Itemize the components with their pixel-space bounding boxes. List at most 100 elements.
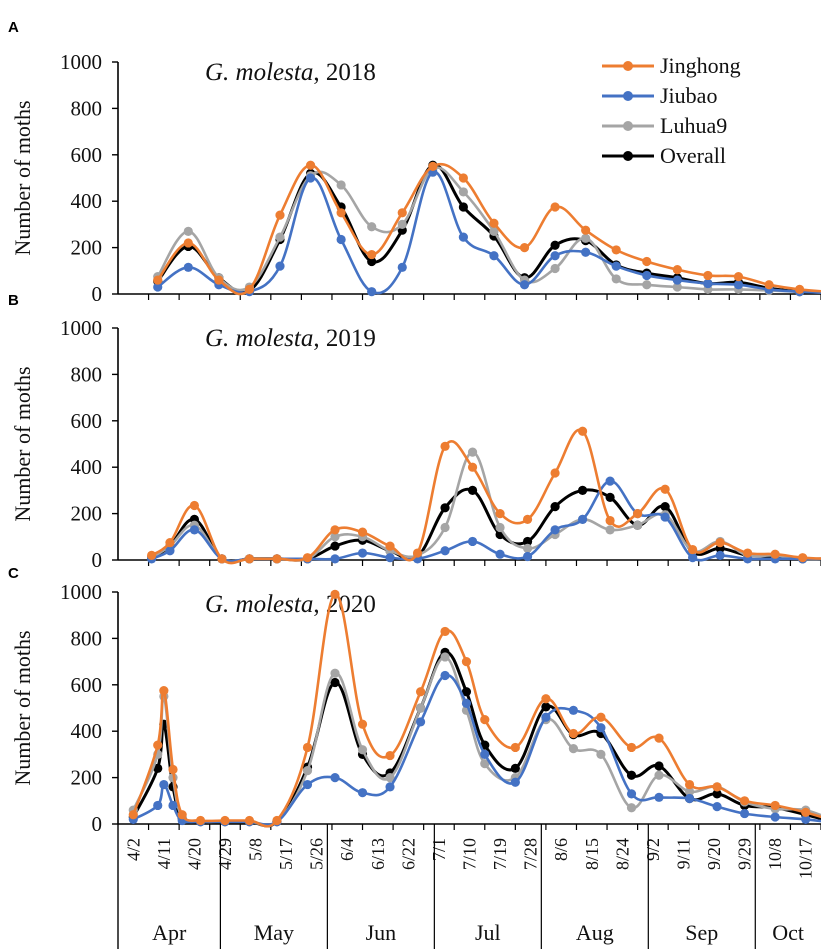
y-axis-label: Number of moths	[10, 100, 35, 255]
data-point-overall	[367, 256, 377, 267]
y-tick-label: 600	[71, 673, 103, 697]
x-tick-label: 10/17	[796, 838, 816, 879]
data-point-jinghong	[510, 742, 520, 753]
data-point-jiubao	[330, 773, 340, 783]
data-point-luhua9	[415, 703, 426, 713]
x-tick-label: 4/2	[123, 838, 143, 861]
x-tick-label: 10/8	[765, 838, 785, 870]
legend-marker-luhua9	[623, 121, 633, 131]
y-tick-label: 400	[71, 455, 103, 479]
data-point-jiubao	[385, 782, 395, 792]
data-point-jinghong	[577, 426, 588, 436]
data-point-jiubao	[541, 712, 551, 722]
data-point-jinghong	[128, 810, 138, 820]
data-point-jinghong	[743, 548, 753, 558]
data-point-jinghong	[195, 815, 206, 826]
data-point-jiubao	[440, 546, 450, 556]
data-point-overall	[660, 502, 670, 512]
data-point-jinghong	[550, 202, 560, 212]
data-point-jinghong	[739, 796, 750, 806]
data-point-jinghong	[541, 694, 551, 704]
month-label: Apr	[152, 920, 187, 945]
data-point-jinghong	[596, 712, 606, 722]
data-point-jinghong	[330, 589, 340, 599]
y-tick-label: 200	[71, 236, 103, 260]
data-point-luhua9	[357, 745, 368, 755]
data-point-jiubao	[461, 698, 472, 708]
month-label: May	[254, 920, 294, 945]
data-point-jiubao	[550, 251, 560, 261]
data-point-overall	[330, 541, 340, 551]
data-point-jiubao	[596, 723, 606, 733]
data-point-jinghong	[550, 468, 560, 478]
chart-title: G. molesta, 2018	[205, 59, 376, 86]
y-tick-label: 800	[71, 626, 103, 650]
data-point-luhua9	[633, 520, 643, 530]
panel-B: B 0 200 400 600 800 1000 Number of moths G. mole…	[8, 292, 821, 572]
data-point-jinghong	[217, 554, 227, 564]
data-point-jiubao	[510, 777, 520, 787]
panel-C: C 0 200 400 600 800 1000 Number of moths G. mole…	[8, 565, 821, 836]
legend-label-luhua9: Luhua9	[660, 113, 727, 138]
data-point-luhua9	[654, 770, 664, 780]
data-point-jiubao	[440, 670, 450, 681]
data-point-jiubao	[305, 173, 316, 183]
data-point-overall	[440, 503, 450, 513]
data-point-jiubao	[581, 247, 591, 257]
data-point-jinghong	[440, 441, 450, 451]
data-point-overall	[605, 492, 615, 502]
data-point-jinghong	[660, 484, 670, 494]
data-point-jinghong	[153, 275, 163, 285]
data-point-luhua9	[581, 233, 591, 243]
x-tick-label: 8/24	[612, 838, 632, 870]
y-tick-label: 0	[92, 812, 103, 836]
data-point-luhua9	[302, 766, 313, 776]
data-point-jinghong	[147, 550, 157, 560]
data-point-jiubao	[153, 800, 163, 811]
data-point-jinghong	[330, 525, 340, 535]
data-point-jinghong	[159, 686, 169, 696]
chart-title-species: G. molesta	[205, 325, 313, 352]
x-tick-label: 6/4	[337, 838, 357, 861]
month-label: Sep	[685, 920, 718, 945]
data-point-jiubao	[330, 554, 340, 564]
x-tick-label: 9/11	[673, 838, 693, 869]
y-tick-label: 600	[71, 143, 103, 167]
data-point-jiubao	[605, 476, 615, 486]
legend-marker-jiubao	[623, 91, 633, 101]
y-tick-label: 600	[71, 409, 103, 433]
data-point-luhua9	[550, 263, 560, 274]
data-point-overall	[712, 789, 722, 799]
data-point-overall	[654, 761, 664, 771]
data-point-jiubao	[153, 282, 163, 292]
panel-letter: C	[8, 565, 19, 582]
data-point-jinghong	[440, 626, 450, 637]
data-point-overall	[550, 240, 560, 250]
data-point-jiubao	[712, 802, 722, 812]
data-point-luhua9	[275, 232, 285, 242]
data-point-jinghong	[302, 742, 313, 753]
data-point-jiubao	[458, 232, 468, 242]
data-point-jinghong	[642, 256, 652, 267]
legend: Jinghong Jiubao Luhua9 Overall	[602, 53, 741, 168]
data-point-jinghong	[244, 554, 255, 564]
x-tick-label: 5/17	[276, 838, 296, 870]
x-tick-label: 8/15	[582, 838, 602, 870]
data-point-overall	[461, 687, 472, 697]
data-point-jinghong	[357, 527, 368, 537]
y-tick-label: 0	[92, 548, 103, 572]
data-point-jinghong	[336, 208, 346, 218]
data-point-jiubao	[568, 705, 579, 715]
data-point-jiubao	[415, 717, 426, 727]
data-point-overall	[330, 677, 340, 688]
data-point-luhua9	[489, 226, 499, 236]
data-point-jinghong	[168, 764, 178, 775]
data-point-jinghong	[272, 815, 282, 826]
data-point-jiubao	[336, 234, 346, 245]
data-point-jinghong	[605, 515, 615, 526]
data-point-jinghong	[412, 548, 423, 558]
data-point-luhua9	[605, 525, 615, 535]
data-point-jinghong	[568, 728, 579, 739]
data-point-jinghong	[367, 249, 377, 260]
data-point-luhua9	[467, 447, 478, 457]
